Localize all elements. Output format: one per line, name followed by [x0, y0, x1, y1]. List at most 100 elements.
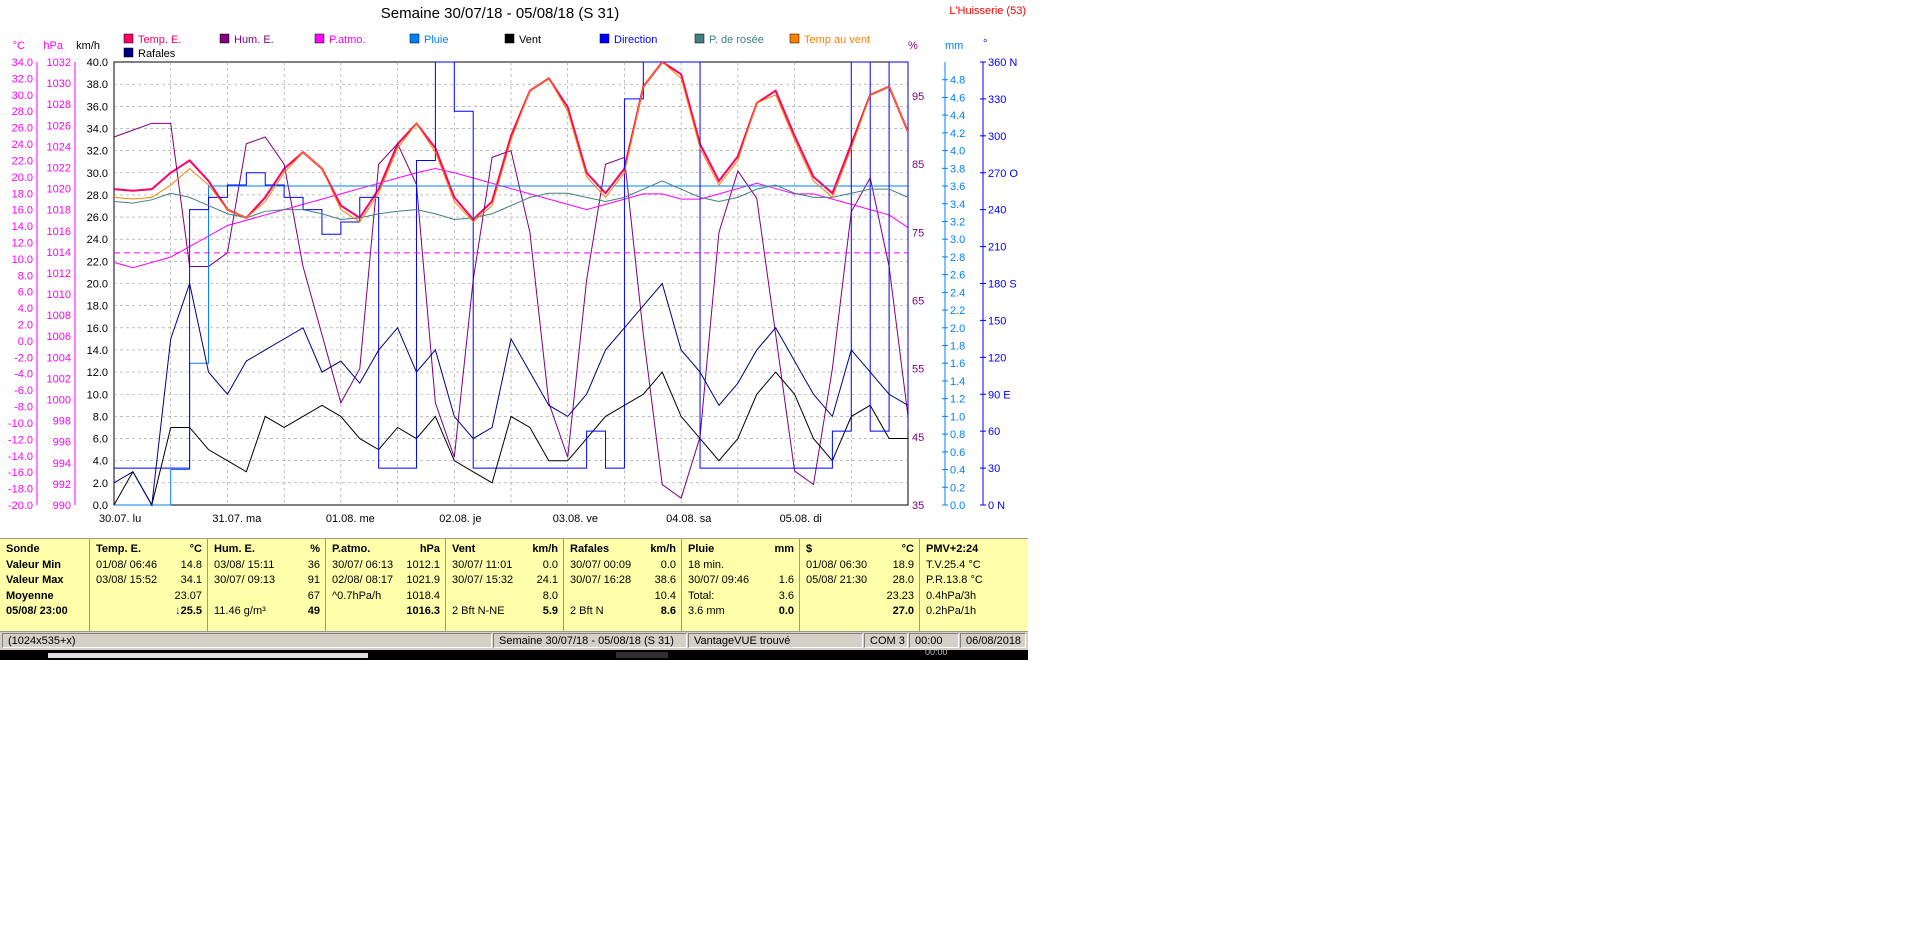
summary-press-header: P.atmo. — [332, 543, 371, 555]
summary-wind-unit: km/h — [532, 543, 558, 555]
legend-label: Temp au vent — [804, 34, 870, 46]
tick-label-rain: 1.8 — [950, 341, 965, 353]
summary-rain-current: 0.0 — [778, 605, 794, 617]
tick-label-rain: 3.6 — [950, 181, 965, 193]
tick-label-temp: 4.0 — [18, 303, 33, 315]
summary-forecast-tv: T.V.25.4 °C — [926, 558, 981, 571]
axis-unit-dir: ° — [983, 38, 987, 50]
tick-label-hum: 55 — [912, 364, 924, 376]
tick-label-temp: 28.0 — [12, 106, 33, 118]
scrollbar-thumb[interactable] — [48, 653, 368, 658]
tick-label-wind: 6.0 — [93, 434, 108, 446]
tick-label-temp: -6.0 — [14, 385, 33, 397]
summary-press-min: 1012.1 — [406, 558, 440, 571]
summary-wind-min: 0.0 — [542, 558, 558, 571]
summary-temp-header: Temp. E. — [96, 543, 142, 555]
legend-label: Hum. E. — [234, 34, 274, 46]
legend-swatch — [409, 33, 420, 44]
chart-title: Semaine 30/07/18 - 05/08/18 (S 31) — [380, 5, 620, 22]
tick-label-press: 1004 — [47, 352, 71, 364]
tick-label-rain: 1.4 — [950, 376, 965, 388]
summary-rain-total-label: Total: — [688, 589, 715, 602]
tick-label-hum: 75 — [912, 227, 924, 239]
summary-temp-max-date: 03/08/ 15:52 — [96, 574, 158, 586]
status-time: 00:00 — [909, 633, 959, 648]
chart-legend: Temp. E. Hum. E. P.atmo. Pluie Vent Direction… — [123, 33, 870, 60]
summary-wind-max: 24.1 — [536, 574, 558, 586]
tick-label-press: 1018 — [47, 205, 71, 217]
tick-label-press: 1000 — [47, 395, 71, 407]
x-tick-label: 31.07. ma — [212, 513, 262, 525]
tick-label-wind: 38.0 — [87, 79, 108, 91]
series-line — [114, 185, 908, 506]
summary-wind-current: 5.9 — [542, 605, 558, 617]
tick-label-press: 996 — [53, 437, 71, 449]
tick-label-rain: 3.4 — [950, 199, 965, 211]
weather-chart: °C 34.0 32.0 30.0 28.0 26.0 24.0 22.0 20.0 18.0 16… — [8, 33, 1018, 525]
summary-rain-unit: mm — [774, 543, 794, 555]
tick-label-rain: 4.4 — [950, 110, 965, 122]
summary-rain-sum: 3.6 mm — [688, 605, 725, 617]
summary-wind-avg: 8.0 — [542, 589, 558, 602]
tick-label-hum: 95 — [912, 91, 924, 103]
tick-label-wind: 28.0 — [87, 190, 108, 202]
series-line — [113, 281, 909, 507]
tick-label-dir: 60 — [988, 426, 1000, 438]
tick-label-temp: 8.0 — [18, 270, 33, 282]
tick-label-temp: 32.0 — [12, 73, 33, 85]
x-tick-label: 01.08. me — [326, 513, 375, 525]
summary-forecast-1h: 0.2hPa/1h — [926, 605, 977, 617]
summary-gust-avg: 10.4 — [654, 589, 676, 602]
status-size: (1024x535+x) — [2, 633, 492, 648]
tick-label-dir: 0 N — [988, 500, 1005, 512]
tick-label-rain: 4.6 — [950, 92, 965, 104]
horizontal-scrollbar[interactable]: 00:00 — [0, 647, 1028, 660]
weather-app-window: °C 34.0 32.0 30.0 28.0 26.0 24.0 22.0 20.0 18.0 16… — [0, 0, 1028, 662]
tick-label-wind: 32.0 — [87, 146, 108, 158]
summary-hum-avg: 67 — [307, 589, 320, 602]
summary-rain-max: 1.6 — [778, 574, 794, 586]
summary-extra-min: 18.9 — [892, 558, 914, 571]
tick-label-press: 1012 — [47, 268, 71, 280]
summary-extra-max: 28.0 — [892, 574, 914, 586]
tick-label-wind: 22.0 — [87, 256, 108, 268]
station-name: L'Huisserie (53) — [949, 5, 1026, 17]
legend-label: Direction — [614, 34, 657, 46]
summary-temp-avg: 23.07 — [174, 589, 202, 602]
summary-hum-unit: % — [310, 543, 320, 555]
tick-label-temp: 34.0 — [12, 57, 33, 69]
summary-press-trend: ^0.7hPa/h — [332, 589, 382, 602]
summary-forecast-3h: 0.4hPa/3h — [926, 589, 977, 602]
summary-header-probe: Sonde — [6, 543, 40, 555]
legend-swatch — [123, 33, 134, 44]
tick-label-wind: 0.0 — [93, 500, 108, 512]
x-tick-label: 05.08. di — [780, 513, 822, 525]
tick-label-press: 990 — [53, 500, 71, 512]
tick-label-dir: 180 S — [988, 279, 1017, 291]
summary-extra-current: 27.0 — [892, 605, 914, 617]
summary-press-unit: hPa — [419, 543, 440, 555]
tick-label-wind: 18.0 — [87, 301, 108, 313]
summary-temp-unit: °C — [189, 543, 202, 555]
summary-wind-min-date: 30/07/ 11:01 — [452, 558, 513, 571]
summary-hum-min-date: 03/08/ 15:11 — [214, 558, 275, 571]
summary-col-temp: Temp. E. °C 01/08/ 06:46 14.8 03/08/ 15:52… — [90, 539, 208, 631]
x-tick-label: 02.08. je — [439, 513, 481, 525]
summary-gust-max: 38.6 — [654, 574, 676, 586]
summary-rain-total: 3.6 — [778, 589, 794, 602]
tick-label-wind: 12.0 — [87, 367, 108, 379]
series-line — [114, 61, 909, 469]
tick-label-rain: 1.2 — [950, 394, 965, 406]
tick-label-press: 1030 — [47, 78, 71, 90]
summary-row-avg: Moyenne — [6, 589, 54, 602]
summary-col-forecast: PMV+2:24 T.V.25.4 °C P.R.13.8 °C 0.4hPa/… — [920, 539, 1028, 631]
summary-extra-max-date: 05/08/ 21:30 — [806, 574, 868, 586]
tick-label-rain: 2.6 — [950, 270, 965, 282]
tick-label-press: 1026 — [47, 120, 71, 132]
summary-wind-header: Vent — [452, 543, 476, 555]
status-period: Semaine 30/07/18 - 05/08/18 (S 31) — [493, 633, 687, 648]
axis-unit-press: hPa — [43, 40, 63, 52]
summary-hum-min: 36 — [307, 558, 320, 571]
summary-col-wind: Vent km/h 30/07/ 11:01 0.0 30/07/ 15:32 24.… — [446, 539, 564, 631]
summary-row-min: Valeur Min — [6, 558, 62, 571]
